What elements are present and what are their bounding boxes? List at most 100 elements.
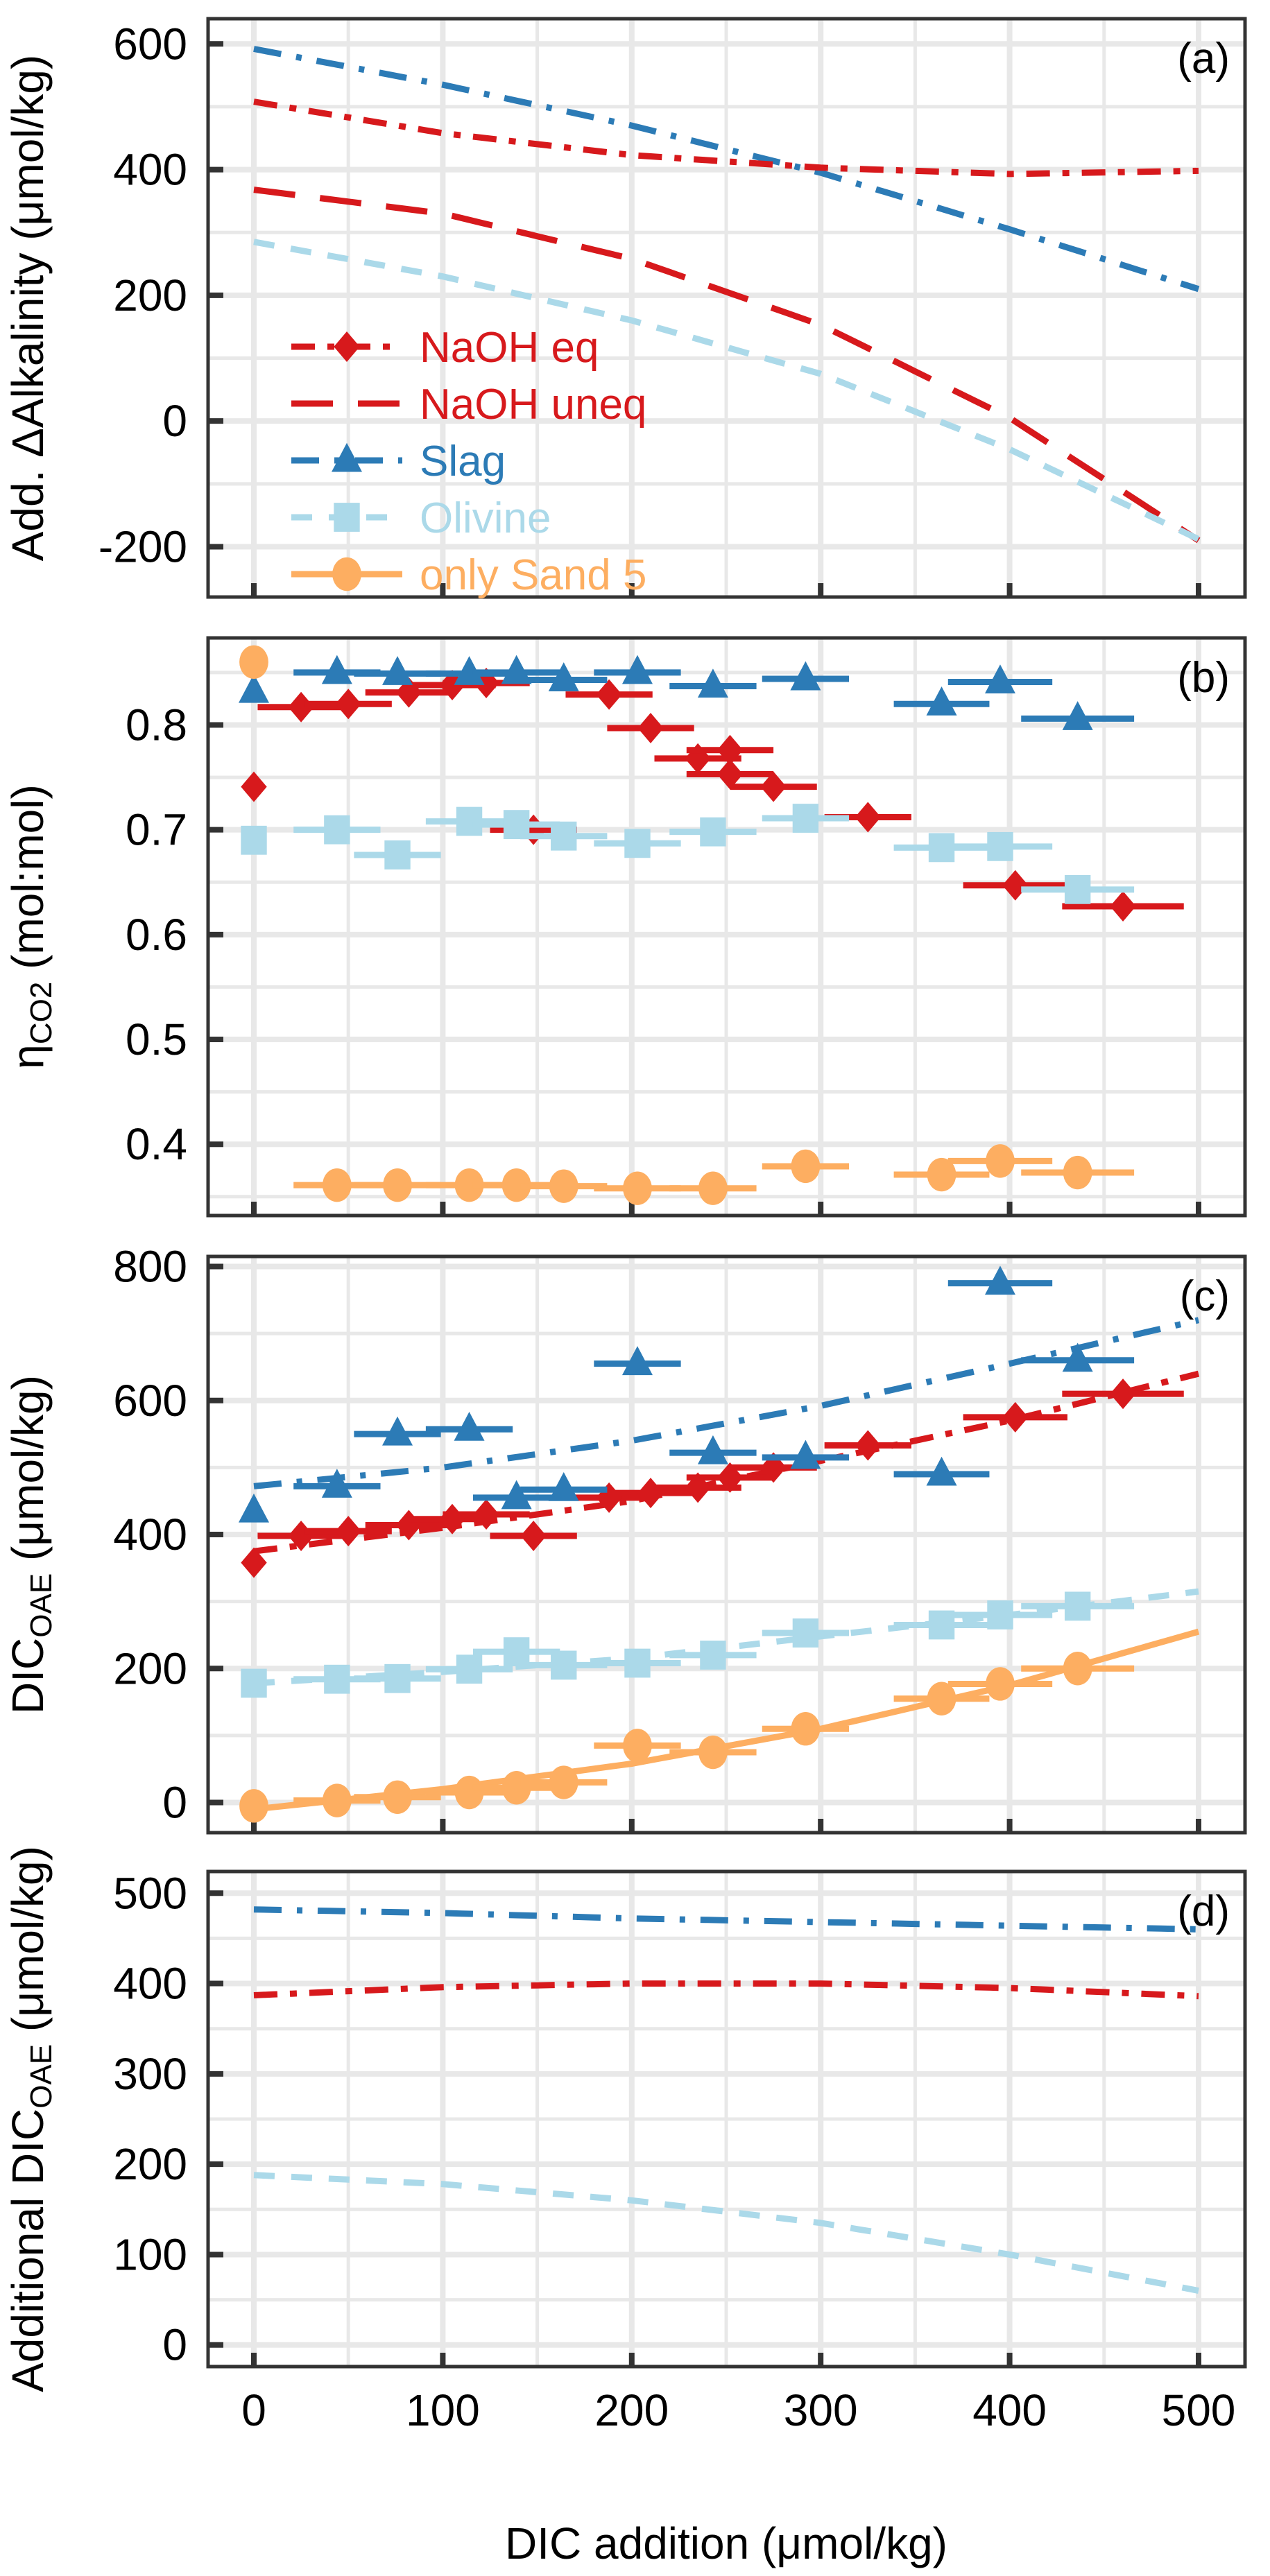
legend-item-naoh_eq: NaOH eq [291, 324, 599, 372]
y-tick-label: 0.8 [126, 700, 187, 750]
data-point-naoh_eq [716, 759, 744, 790]
legend-label: Olivine [420, 494, 551, 542]
panel-label: (a) [1177, 35, 1230, 83]
data-point-sand [501, 1168, 531, 1202]
legend-label: NaOH eq [420, 324, 599, 372]
panel-label: (c) [1180, 1272, 1230, 1320]
y-tick-label: 200 [113, 270, 187, 320]
y-tick-label: 200 [113, 2139, 187, 2189]
data-point-sand [239, 645, 268, 679]
series-points-naoh_eq [241, 668, 1184, 922]
data-point-naoh_eq [596, 679, 622, 710]
y-tick-label: 600 [113, 1376, 187, 1426]
data-point-slag [501, 655, 532, 684]
series-points-naoh_eq [241, 1378, 1184, 1578]
y-tick-label: 0.7 [126, 805, 187, 855]
data-point-olivine [456, 1654, 483, 1684]
x-tick-label: 400 [972, 2385, 1047, 2435]
y-tick-label: 400 [113, 145, 187, 195]
y-tick-label: 400 [113, 1510, 187, 1559]
data-point-olivine [1064, 874, 1091, 904]
data-point-olivine [792, 804, 819, 833]
legend-marker [334, 331, 360, 362]
x-axis-label: DIC addition (μmol/kg) [505, 2518, 947, 2568]
data-point-naoh_eq [596, 1482, 622, 1513]
series-line-naoh_eq [253, 1370, 1200, 1555]
series-line-slag [253, 1906, 1199, 1933]
data-point-naoh_eq [855, 1430, 881, 1461]
x-tick-label: 300 [784, 2385, 858, 2435]
data-point-naoh_eq [716, 734, 744, 766]
series-line-olivine [253, 239, 1200, 542]
data-point-naoh_eq [1110, 891, 1136, 922]
data-point-sand [986, 1144, 1015, 1178]
x-tick-label: 500 [1162, 2385, 1236, 2435]
y-tick-label: 600 [113, 19, 187, 69]
y-axis-label: Add. ΔAlkalinity (μmol/kg) [3, 55, 53, 562]
y-tick-label: 0 [162, 2320, 187, 2370]
series-line-naoh_uneq [253, 187, 1201, 544]
y-tick-label: -200 [98, 521, 187, 571]
series-line-olivine [253, 1588, 1199, 1686]
data-point-naoh_eq [1110, 1378, 1136, 1410]
data-point-naoh_eq [1002, 870, 1029, 901]
data-point-olivine [551, 821, 577, 851]
data-point-slag [382, 1416, 413, 1446]
data-point-sand [927, 1157, 956, 1192]
panel-d: 0 100 200 300 400 500 Additional DICOAE (μmol/… [3, 1846, 1247, 2392]
y-tick-label: 400 [113, 1959, 187, 2009]
grid [208, 19, 1245, 597]
legend-label: only Sand 5 [420, 551, 646, 599]
data-point-sand [623, 1171, 652, 1205]
data-point-olivine [241, 1668, 267, 1698]
legend-item-olivine: Olivine [291, 494, 551, 542]
data-point-olivine [384, 840, 411, 870]
data-layer [239, 645, 1184, 1205]
data-point-naoh_eq [335, 689, 361, 720]
data-point-slag [984, 664, 1015, 693]
data-point-slag [926, 1456, 957, 1486]
data-point-slag [321, 1469, 352, 1498]
legend-label: NaOH uneq [420, 381, 646, 429]
data-point-sand [1063, 1652, 1092, 1686]
y-tick-label: 0.4 [126, 1119, 187, 1169]
y-axis-label: Additional DICOAE (μmol/kg) [3, 1846, 58, 2392]
y-tick-label: 800 [113, 1241, 187, 1291]
y-tick-label: 0 [162, 1778, 187, 1828]
data-point-sand [383, 1168, 412, 1202]
data-point-slag [321, 655, 352, 684]
grid [208, 1872, 1245, 2367]
panel-b: 0.4 0.5 0.6 0.7 0.8 ηCO2 (mol:mol) (b) [3, 636, 1247, 1218]
data-point-naoh_eq [241, 1547, 267, 1578]
data-point-slag [239, 1493, 269, 1523]
plot-frame [206, 636, 1247, 1218]
data-point-olivine [700, 1641, 726, 1670]
y-tick-label: 100 [113, 2229, 187, 2279]
data-point-naoh_eq [520, 1520, 547, 1551]
legend-marker [334, 503, 360, 532]
data-point-olivine [324, 1664, 350, 1694]
series-points-sand [239, 1652, 1135, 1823]
data-point-slag [454, 656, 485, 685]
data-point-slag [454, 1412, 485, 1441]
data-point-naoh_eq [473, 1499, 499, 1530]
data-layer [239, 1265, 1200, 1823]
data-point-slag [1062, 701, 1093, 730]
data-point-slag [984, 1265, 1015, 1295]
series-points-sand [239, 645, 1135, 1205]
data-point-naoh_eq [637, 1478, 664, 1509]
series-line-naoh_eq [253, 1980, 1199, 2000]
data-point-slag [548, 1471, 579, 1501]
y-tick-label: 0.6 [126, 910, 187, 960]
data-point-slag [621, 655, 653, 684]
y-tick-label: 500 [113, 1868, 187, 1918]
data-point-sand [986, 1667, 1015, 1701]
legend: NaOH eq NaOH uneq Slag Olivine only Sand 5 [291, 324, 646, 599]
data-point-naoh_eq [637, 713, 664, 744]
data-point-sand [791, 1712, 821, 1746]
series-line-naoh_eq [253, 98, 1199, 178]
data-point-olivine [384, 1663, 411, 1693]
data-point-slag [1062, 1342, 1093, 1372]
series-points-slag [239, 1265, 1135, 1523]
